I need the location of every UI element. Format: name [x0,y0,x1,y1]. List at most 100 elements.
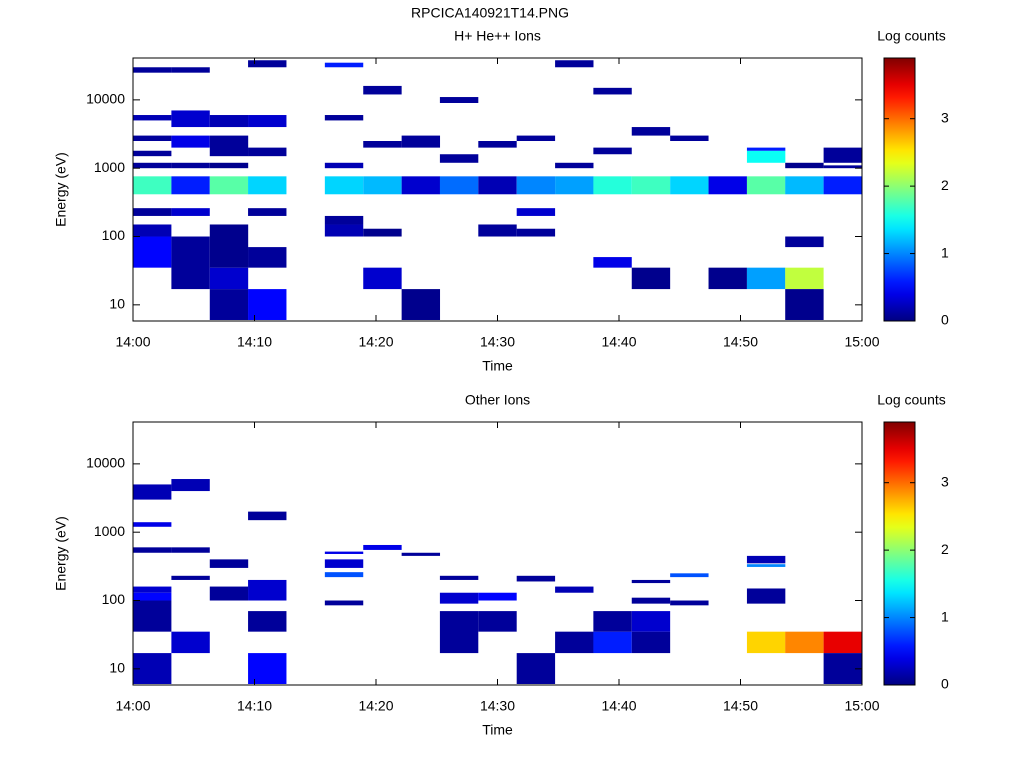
x-axis-label: Time [482,722,513,738]
heatmap-cell [324,115,364,121]
heatmap-cell [324,224,364,237]
heatmap-cell [133,547,172,553]
heatmap-cell [133,484,172,500]
x-tick-label: 14:20 [358,334,393,350]
heatmap-cell [171,135,210,148]
x-axis-label: Time [482,358,513,374]
heatmap-cell [516,575,556,582]
heatmap-cell [439,154,479,163]
heatmap-cell [248,289,287,320]
x-tick-label: 14:30 [480,334,515,350]
colorbar-label: Log counts [877,392,946,408]
heatmap-cell [248,208,287,216]
heatmap-cell [746,555,786,564]
colorbar [883,421,916,686]
heatmap-cell [401,135,441,148]
heatmap-cell [209,559,249,568]
heatmap-cell [555,176,594,195]
heatmap-cell [593,147,632,155]
panel-title: Other Ions [465,392,530,408]
heatmap-cell [439,176,479,195]
heatmap-cell [555,162,594,169]
heatmap-cell [670,135,709,142]
y-tick-label: 10000 [86,455,125,471]
heatmap-cell [324,572,364,578]
heatmap-cell [133,135,172,142]
heatmap-cell [670,600,709,606]
heatmap-cell [593,257,632,268]
heatmap-cell [248,176,287,195]
heatmap-cell [785,289,824,320]
heatmap-cell [823,631,862,654]
heatmap-cell [401,176,441,195]
y-tick-label: 100 [102,591,126,607]
colorbar-tick-label: 3 [941,109,949,125]
heatmap-cell [209,176,249,195]
heatmap-cell [171,110,210,128]
heatmap-cell [324,559,364,568]
heatmap-cell [746,588,786,604]
heatmap-cell [478,611,517,632]
heatmap-cell [248,611,287,632]
colorbar-tick-label: 3 [941,473,949,489]
heatmap-cell [171,67,210,73]
heatmap-cell [171,631,210,654]
heatmap-cell [823,165,862,169]
colorbar-tick-label: 1 [941,244,949,260]
heatmap-cell [785,267,824,290]
x-tick-label: 14:30 [480,698,515,714]
heatmap-cell [746,147,786,151]
heatmap-cell [133,236,172,268]
heatmap-cell [401,552,441,556]
heatmap-cell [171,479,210,492]
x-tick-label: 14:00 [115,334,150,350]
y-tick-label: 10 [109,296,125,312]
heatmap-cell [631,631,671,654]
heatmap-cell [324,600,364,606]
y-tick-label: 10000 [86,91,125,107]
heatmap-cell [133,600,172,632]
heatmap-cell [516,176,556,195]
heatmap-cell [209,224,249,268]
x-tick-label: 14:00 [115,698,150,714]
y-tick-label: 10 [109,660,125,676]
heatmap-cell [133,176,172,195]
colorbar-tick-label: 0 [941,676,949,692]
heatmap-cell [171,176,210,195]
x-tick-label: 14:20 [358,698,393,714]
heatmap-cell [439,575,479,580]
heatmap-cell [516,135,556,142]
heatmap-cell [670,573,709,578]
heatmap-cell [439,592,479,604]
heatmap-cell [209,135,249,157]
heatmap-cell [133,67,172,73]
colorbar-label: Log counts [877,28,946,44]
heatmap-cell [785,236,824,248]
heatmap-cell [708,267,747,290]
heatmap-cell [593,176,632,195]
x-tick-label: 14:40 [601,334,636,350]
heatmap-cell [478,224,517,237]
heatmap-cell [248,115,287,128]
heatmap-cell [516,653,556,684]
heatmap-cell [555,60,594,68]
heatmap-cell [248,147,287,157]
heatmap-cell [248,653,287,684]
heatmap-cell [133,115,172,121]
heatmap-cell [363,267,402,290]
heatmap-cell [209,267,249,290]
heatmap-cell [171,162,210,169]
heatmap-cell [209,115,249,128]
colorbar-tick-label: 2 [941,541,949,557]
heatmap-cell [593,87,632,95]
y-tick-label: 100 [102,227,126,243]
heatmap-cell [478,141,517,148]
heatmap-cell [363,141,402,148]
heatmap-cell [823,147,862,163]
y-tick-label: 1000 [94,159,125,175]
heatmap-cell [631,176,671,195]
heatmap-cell [133,150,172,157]
heatmap-cell [746,631,786,654]
heatmap-cell [823,176,862,195]
heatmap-cell [363,544,402,550]
